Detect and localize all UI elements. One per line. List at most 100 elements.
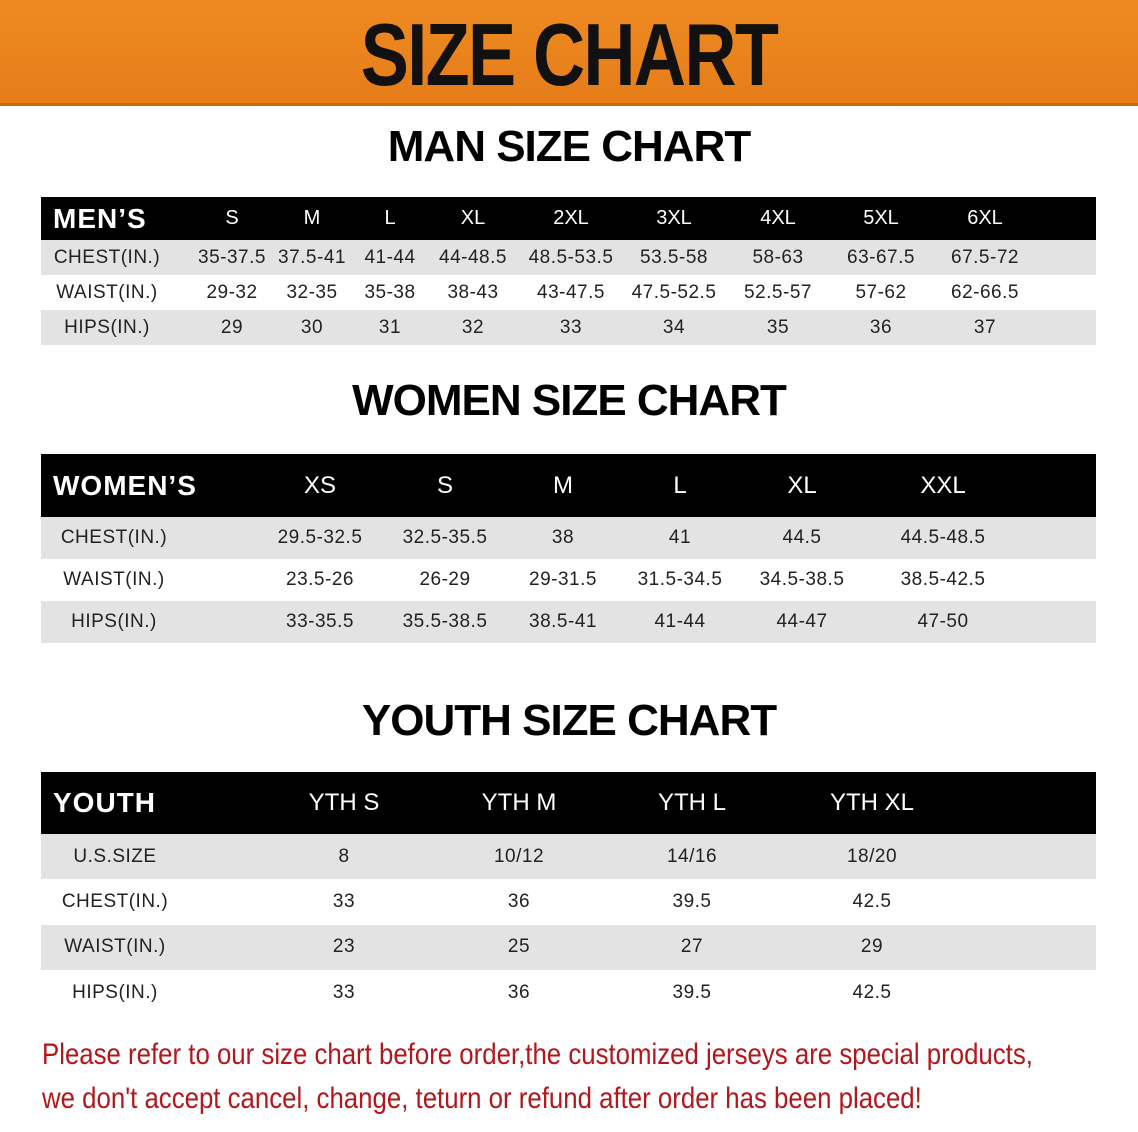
table-cell: 32 [461,316,485,338]
women-header-label: WOMEN’S [53,469,197,501]
table-cell: 8 [338,845,350,867]
table-cell: 10/12 [493,845,545,867]
size-header-yth-s: YTH S [308,789,380,816]
size-header-s: S [436,471,454,499]
table-cell: 38.5-41 [529,611,597,632]
table-cell: 33 [332,981,356,1003]
row-label: WAIST(IN.) [64,936,166,958]
table-row: WAIST(IN.) 23 25 27 29 [41,924,1096,970]
youth-header-row: YOUTH YTH S YTH M YTH L YTH XL [41,772,1096,834]
table-cell: 29 [220,316,244,338]
table-cell: 43-47.5 [537,281,605,303]
table-cell: 41-44 [364,246,416,268]
women-header-row: WOMEN’S XS S M L XL XXL [41,454,1096,517]
table-cell: 38-43 [447,281,499,303]
women-section-title: WOMEN SIZE CHART [352,376,787,425]
youth-header-label: YOUTH [53,787,156,818]
table-row: WAIST(IN.) 29-32 32-35 35-38 38-43 43-47.5 47.… [41,275,1096,310]
size-header-3xl: 3XL [656,207,692,229]
table-cell: 38.5-42.5 [900,569,986,590]
table-cell: 33-35.5 [286,611,354,632]
size-header-xxl: XXL [920,471,966,499]
table-cell: 14/16 [666,845,718,867]
table-cell: 34.5-38.5 [759,569,845,590]
table-cell: 41 [668,527,692,548]
table-cell: 63-67.5 [847,246,915,268]
size-header-m: M [553,471,573,499]
table-cell: 38 [551,527,575,548]
row-label: WAIST(IN.) [56,281,158,303]
table-cell: 39.5 [672,890,712,912]
table-cell: 33 [332,890,356,912]
table-cell: 44-48.5 [439,246,507,268]
row-label: CHEST(IN.) [53,246,161,268]
table-cell: 29-32 [206,281,258,303]
table-row: CHEST(IN.) 35-37.5 37.5-41 41-44 44-48.5 48.5… [41,240,1096,275]
table-cell: 62-66.5 [951,281,1019,303]
table-row: HIPS(IN.) 33-35.5 35.5-38.5 38.5-41 41-44 44-… [41,601,1096,643]
table-cell: 42.5 [852,981,892,1003]
table-cell: 67.5-72 [951,246,1019,268]
row-label: WAIST(IN.) [63,569,165,590]
size-header-yth-m: YTH M [481,789,557,816]
size-header-m: M [303,207,321,229]
table-cell: 33 [559,316,583,338]
table-cell: 41-44 [654,611,706,632]
size-header-xs: XS [303,471,337,499]
table-row: HIPS(IN.) 29 30 31 32 33 34 35 36 37 [41,310,1096,345]
table-cell: 35 [766,316,790,338]
youth-section-title: YOUTH SIZE CHART [361,696,777,745]
table-cell: 44.5-48.5 [900,527,986,548]
size-header-l: L [384,207,396,229]
table-cell: 44-47 [776,611,828,632]
table-cell: 36 [507,981,531,1003]
row-label: CHEST(IN.) [60,527,168,548]
table-cell: 47.5-52.5 [631,281,717,303]
table-cell: 35.5-38.5 [402,611,488,632]
table-cell: 27 [680,936,704,958]
table-cell: 48.5-53.5 [528,246,614,268]
table-cell: 44.5 [782,527,822,548]
table-row: WAIST(IN.) 23.5-26 26-29 29-31.5 31.5-34.5 34… [41,559,1096,601]
table-cell: 36 [507,890,531,912]
row-label: HIPS(IN.) [64,316,150,338]
row-label: CHEST(IN.) [61,890,169,912]
table-cell: 37 [973,316,997,338]
size-header-yth-xl: YTH XL [829,789,915,816]
table-row: U.S.SIZE 8 10/12 14/16 18/20 [41,834,1096,880]
men-header-row: MEN’S S M L XL 2XL 3XL 4XL 5XL 6XL [41,197,1096,240]
table-row: CHEST(IN.) 33 36 39.5 42.5 [41,879,1096,924]
table-cell: 53.5-58 [640,246,708,268]
size-header-xl: XL [787,471,817,499]
size-header-yth-l: YTH L [657,789,727,816]
table-cell: 36 [869,316,893,338]
row-label: HIPS(IN.) [72,981,158,1003]
size-header-l: L [673,471,687,499]
size-header-6xl: 6XL [967,207,1003,229]
table-cell: 29-31.5 [529,569,597,590]
table-cell: 31.5-34.5 [637,569,723,590]
table-cell: 35-38 [364,281,416,303]
notice-line-2: we don't accept cancel, change, teturn o… [42,1082,922,1115]
row-label: HIPS(IN.) [71,611,157,632]
table-cell: 23 [332,936,356,958]
table-row: HIPS(IN.) 33 36 39.5 42.5 [41,970,1096,1015]
table-cell: 25 [507,936,531,958]
banner-title: SIZE CHART [360,5,779,104]
table-row: CHEST(IN.) 29.5-32.5 32.5-35.5 38 41 44.5 44.5… [41,517,1096,559]
table-cell: 39.5 [672,981,712,1003]
size-header-s: S [225,207,239,229]
table-cell: 42.5 [852,890,892,912]
table-cell: 32.5-35.5 [402,527,488,548]
row-label: U.S.SIZE [73,845,157,867]
size-header-5xl: 5XL [863,207,899,229]
table-cell: 30 [300,316,324,338]
table-cell: 35-37.5 [198,246,266,268]
table-cell: 37.5-41 [278,246,346,268]
size-header-2xl: 2XL [553,207,589,229]
table-cell: 47-50 [917,611,969,632]
notice-line-1: Please refer to our size chart before or… [42,1038,1033,1071]
table-cell: 34 [662,316,686,338]
table-cell: 32-35 [286,281,338,303]
